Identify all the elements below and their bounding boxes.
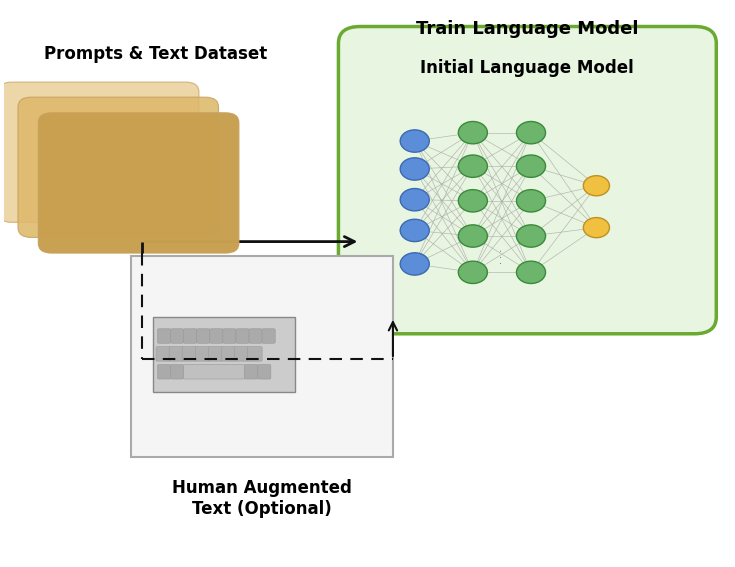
FancyBboxPatch shape: [169, 346, 184, 361]
Text: Train Language Model: Train Language Model: [416, 20, 639, 39]
FancyBboxPatch shape: [262, 329, 275, 343]
FancyBboxPatch shape: [208, 346, 223, 361]
FancyBboxPatch shape: [171, 365, 184, 379]
Text: Human Augmented
Text (Optional): Human Augmented Text (Optional): [172, 479, 352, 518]
FancyBboxPatch shape: [234, 346, 249, 361]
Circle shape: [459, 261, 487, 284]
FancyBboxPatch shape: [223, 329, 236, 343]
FancyBboxPatch shape: [196, 346, 209, 361]
FancyBboxPatch shape: [171, 329, 184, 343]
FancyBboxPatch shape: [209, 329, 223, 343]
FancyBboxPatch shape: [184, 329, 197, 343]
Circle shape: [517, 261, 545, 284]
Circle shape: [459, 155, 487, 177]
FancyBboxPatch shape: [0, 82, 199, 222]
Circle shape: [517, 121, 545, 144]
Circle shape: [459, 121, 487, 144]
Circle shape: [400, 219, 429, 242]
FancyBboxPatch shape: [221, 346, 236, 361]
FancyBboxPatch shape: [156, 346, 171, 361]
FancyBboxPatch shape: [38, 113, 239, 253]
Circle shape: [400, 158, 429, 180]
Circle shape: [517, 225, 545, 247]
FancyBboxPatch shape: [153, 317, 295, 392]
Circle shape: [517, 189, 545, 212]
Circle shape: [459, 225, 487, 247]
FancyBboxPatch shape: [249, 329, 262, 343]
Circle shape: [400, 130, 429, 152]
Text: Prompts & Text Dataset: Prompts & Text Dataset: [44, 45, 268, 64]
Circle shape: [584, 176, 609, 196]
Circle shape: [584, 218, 609, 238]
Circle shape: [400, 253, 429, 275]
FancyBboxPatch shape: [197, 329, 209, 343]
FancyBboxPatch shape: [157, 329, 171, 343]
FancyBboxPatch shape: [258, 365, 271, 379]
Circle shape: [459, 189, 487, 212]
FancyBboxPatch shape: [338, 27, 717, 334]
FancyBboxPatch shape: [248, 346, 262, 361]
FancyBboxPatch shape: [245, 365, 258, 379]
FancyBboxPatch shape: [132, 256, 393, 456]
FancyBboxPatch shape: [184, 365, 245, 379]
Text: · · ·: · · ·: [497, 249, 507, 264]
Text: Initial Language Model: Initial Language Model: [420, 60, 634, 78]
Circle shape: [400, 188, 429, 211]
FancyBboxPatch shape: [18, 97, 218, 238]
FancyBboxPatch shape: [236, 329, 249, 343]
Circle shape: [517, 155, 545, 177]
FancyBboxPatch shape: [157, 365, 171, 379]
FancyBboxPatch shape: [182, 346, 197, 361]
